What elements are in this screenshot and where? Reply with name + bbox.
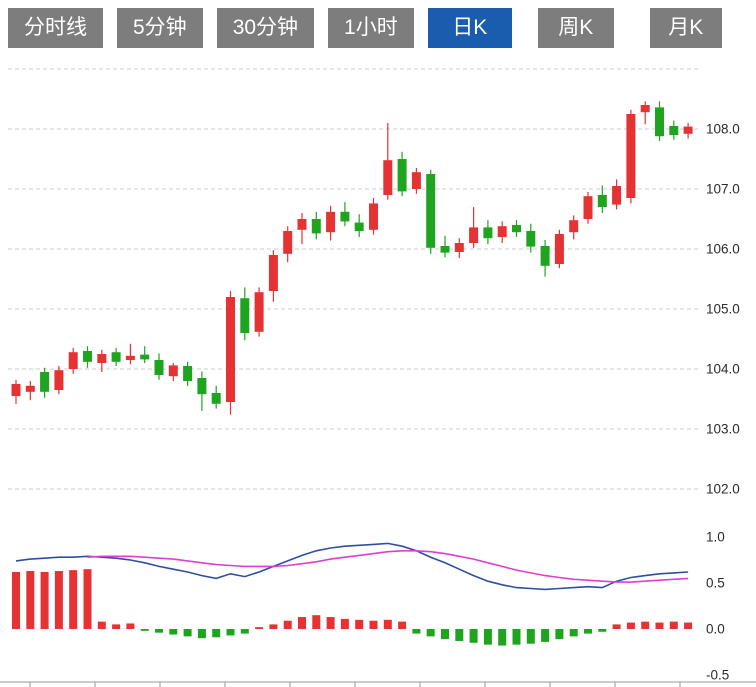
candles: [11, 101, 693, 415]
svg-text:102.0: 102.0: [706, 482, 740, 497]
svg-text:104.0: 104.0: [706, 362, 740, 377]
tab-30min[interactable]: 30分钟: [216, 8, 315, 48]
price-axis-labels: 108.0 107.0 106.0 105.0 104.0 103.0 102.0: [706, 122, 740, 497]
tab-weekly-k[interactable]: 周K: [537, 8, 614, 48]
svg-text:1.0: 1.0: [706, 530, 725, 545]
svg-text:-0.5: -0.5: [706, 668, 729, 683]
tab-time-line[interactable]: 分时线: [8, 8, 103, 48]
price-gridlines: [8, 68, 698, 490]
svg-text:106.0: 106.0: [706, 242, 740, 257]
tab-1hour[interactable]: 1小时: [328, 8, 414, 48]
dif-line: [15, 542, 689, 591]
tab-5min[interactable]: 5分钟: [117, 8, 203, 48]
svg-text:0.5: 0.5: [706, 576, 725, 591]
svg-text:105.0: 105.0: [706, 302, 740, 317]
x-axis: [0, 681, 756, 687]
dea-line: [87, 550, 689, 583]
tab-daily-k[interactable]: 日K: [427, 8, 512, 48]
svg-text:108.0: 108.0: [706, 122, 740, 137]
tab-monthly-k[interactable]: 月K: [649, 8, 722, 48]
interval-tabbar: 分时线 5分钟 30分钟 1小时 日K 周K 月K: [0, 0, 756, 55]
svg-text:103.0: 103.0: [706, 422, 740, 437]
svg-text:107.0: 107.0: [706, 182, 740, 197]
svg-text:0.0: 0.0: [706, 622, 725, 637]
kline-chart: 108.0 107.0 106.0 105.0 104.0 103.0 102.0 1.0 0.…: [0, 68, 756, 687]
indicator-axis-labels: 1.0 0.5 0.0 -0.5: [706, 530, 729, 683]
macd-histogram: [12, 569, 693, 646]
